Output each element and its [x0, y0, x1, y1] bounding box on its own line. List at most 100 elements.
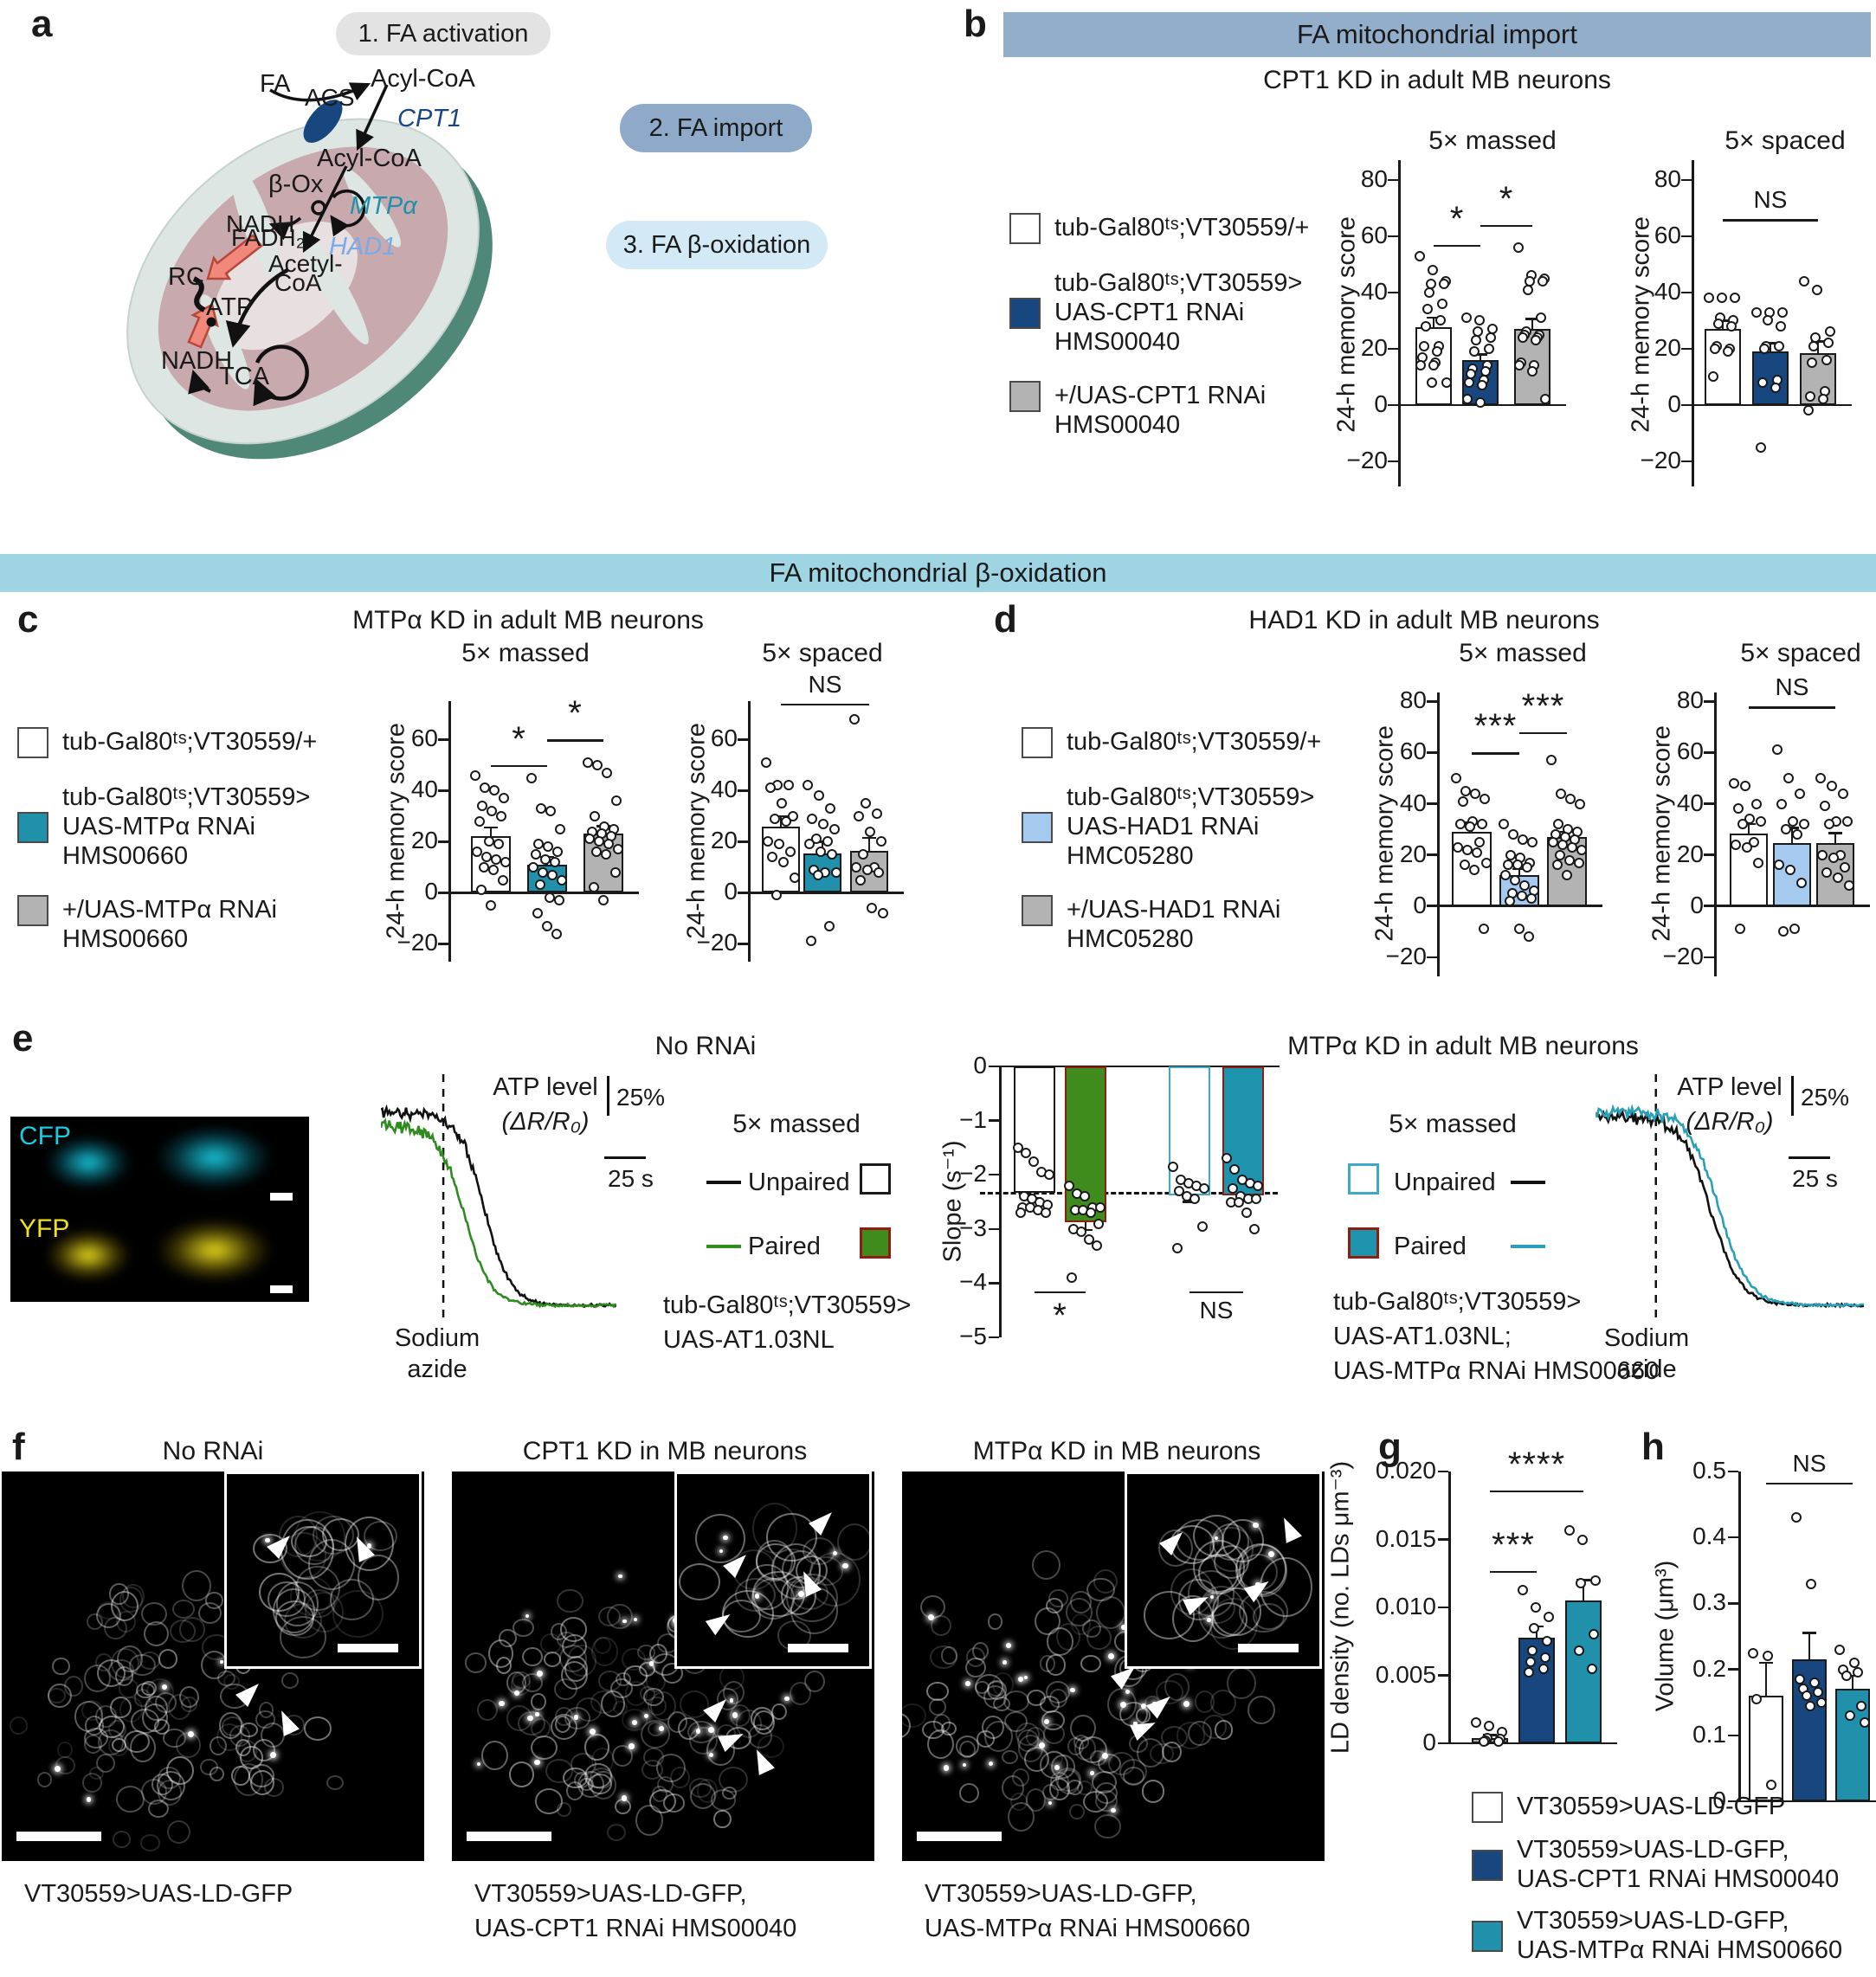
data-point — [1710, 343, 1720, 354]
atp-dot — [206, 317, 216, 327]
legend-label: VT30559>UAS-LD-GFP, — [1517, 1907, 1789, 1935]
significance-line — [547, 739, 603, 742]
y-tick-label: 0 — [1712, 1787, 1726, 1813]
data-point — [1576, 1577, 1586, 1588]
legend-swatch — [1009, 298, 1041, 329]
data-point — [1827, 780, 1837, 791]
y-tick-label: 40 — [1654, 277, 1681, 305]
y-tick — [1704, 853, 1714, 856]
data-point — [1229, 1163, 1240, 1175]
panel-b-massed-subtitle: 5× massed — [1428, 126, 1557, 155]
y-tick-label: 60 — [1676, 737, 1704, 765]
data-point — [1422, 304, 1433, 315]
chart-b-spaced: −20 0 20 40 60 80 NS — [1641, 160, 1860, 486]
y-tick — [1427, 700, 1437, 703]
panel-d-title: HAD1 KD in adult MB neurons — [1248, 606, 1600, 634]
data-point — [1538, 275, 1548, 287]
y-tick-label: 0.4 — [1692, 1523, 1726, 1550]
panel-g-label: g — [1378, 1426, 1402, 1468]
data-point — [1821, 867, 1832, 879]
error-bar — [1808, 1632, 1811, 1660]
error-cap — [1802, 1632, 1816, 1634]
chart-d-massed: −20 0 20 40 60 80 *** *** — [1386, 686, 1610, 976]
error-bar — [1582, 1580, 1585, 1601]
data-point — [1841, 1671, 1852, 1682]
panel-f-label: f — [12, 1426, 25, 1468]
data-point — [542, 920, 552, 931]
trace-plot — [379, 1074, 617, 1323]
legend-label: UAS-HAD1 RNAi — [1067, 813, 1260, 840]
data-point — [1469, 346, 1480, 357]
error-cap — [1473, 353, 1487, 356]
legend-swatch — [17, 895, 48, 926]
y-tick-label: 0.5 — [1692, 1457, 1726, 1484]
massed-label-right: 5× massed — [1389, 1110, 1517, 1138]
atp-ratio-label-left: (ΔR/R₀) — [501, 1108, 590, 1136]
y-tick-label: 0 — [973, 1052, 987, 1079]
y-tick-label: −20 — [696, 929, 738, 956]
data-point — [1419, 340, 1429, 351]
data-point — [1526, 892, 1537, 904]
legend-label: VT30559>UAS-LD-GFP, — [1517, 1836, 1789, 1864]
legend-label: UAS-MTPα RNAi HMS00660 — [1517, 1936, 1843, 1964]
y-tick-label: −20 — [1662, 942, 1705, 969]
data-point — [1015, 1207, 1026, 1219]
y-tick-label: 20 — [410, 827, 438, 854]
y-tick-label: 60 — [410, 724, 438, 752]
legend-swatch — [1022, 812, 1053, 843]
cfp-scalebar — [270, 1193, 293, 1201]
baseline — [999, 1065, 1280, 1068]
data-point — [531, 849, 541, 860]
data-point — [831, 866, 841, 878]
data-point — [1486, 332, 1496, 343]
data-point — [1228, 1182, 1238, 1194]
data-point — [1524, 931, 1534, 943]
error-cap — [1785, 827, 1799, 829]
bar-3 — [1222, 1066, 1264, 1195]
data-point — [1704, 293, 1714, 304]
data-point — [1776, 320, 1786, 332]
data-point — [1751, 306, 1762, 318]
y-tick — [1388, 460, 1398, 462]
yfp-image: YFP — [10, 1209, 309, 1302]
data-point — [1546, 755, 1557, 766]
data-point — [476, 885, 487, 896]
inset-image — [1125, 1471, 1322, 1669]
error-cap — [1427, 316, 1441, 319]
error-bar — [1479, 354, 1482, 360]
y-tick-label: −3 — [959, 1214, 987, 1241]
data-point — [1860, 1716, 1870, 1728]
y-tick-label: 20 — [1360, 333, 1388, 361]
data-point — [602, 767, 612, 778]
baseline — [1714, 905, 1870, 907]
data-point — [1770, 383, 1781, 394]
y-tick — [738, 738, 748, 741]
data-point — [1477, 380, 1487, 390]
data-point — [806, 936, 816, 947]
massed-label-left: 5× massed — [732, 1110, 861, 1138]
data-point — [1828, 852, 1839, 863]
y-tick-label: 80 — [1676, 686, 1704, 714]
cfp-label: CFP — [19, 1122, 71, 1150]
y-tick — [1427, 802, 1437, 805]
bar-2 — [1169, 1066, 1210, 1195]
data-point — [1474, 315, 1485, 326]
y-axis — [448, 701, 451, 962]
atp-trace-no-rnai — [379, 1072, 617, 1331]
data-point — [496, 810, 506, 821]
panel-d-legend: tub-Gal80ᵗˢ;VT30559/+ tub-Gal80ᵗˢ;VT30559… — [1022, 727, 1321, 978]
data-point — [1458, 795, 1468, 807]
data-point — [1028, 1156, 1039, 1167]
y-tick — [989, 1119, 999, 1122]
legend-entry: tub-Gal80ᵗˢ;VT30559> UAS-MTPα RNAi HMS0066… — [17, 782, 317, 871]
data-point — [1823, 338, 1834, 349]
beta-oxidation-band: FA mitochondrial β-oxidation — [0, 554, 1876, 592]
data-point — [804, 839, 815, 850]
data-point — [872, 808, 882, 819]
y-tick-label: 20 — [710, 827, 738, 854]
error-cap — [1828, 832, 1842, 834]
data-point — [1525, 1656, 1536, 1667]
y-axis — [748, 701, 751, 962]
text-line: UAS-MTPα RNAi HMS00660 — [925, 1915, 1251, 1942]
y-tick-label: 40 — [1399, 789, 1427, 816]
